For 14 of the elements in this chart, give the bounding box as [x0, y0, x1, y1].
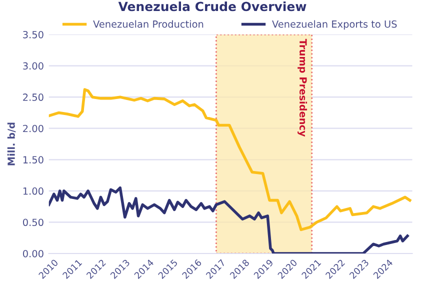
y-tick-label: 0.50: [23, 218, 44, 226]
y-tick-label: 2.50: [23, 94, 44, 101]
y-tick-label: 2.00: [23, 124, 44, 132]
y-tick-label: 1.50: [23, 156, 44, 164]
y-axis-title: Mill. b/d: [7, 122, 16, 166]
band-label: Trump Presidency: [298, 38, 308, 137]
y-tick-label: 1.00: [23, 187, 44, 195]
line-series: [48, 186, 409, 254]
legend-label: Venezuelan Exports to US: [272, 20, 397, 30]
legend-label: Venezuelan Production: [93, 20, 204, 28]
y-tick-label: 3.00: [23, 62, 44, 70]
chart-title: Venezuela Crude Overview: [118, 2, 306, 12]
y-tick-label: 3.50: [23, 30, 44, 38]
y-tick-label: 0.00: [23, 250, 44, 258]
